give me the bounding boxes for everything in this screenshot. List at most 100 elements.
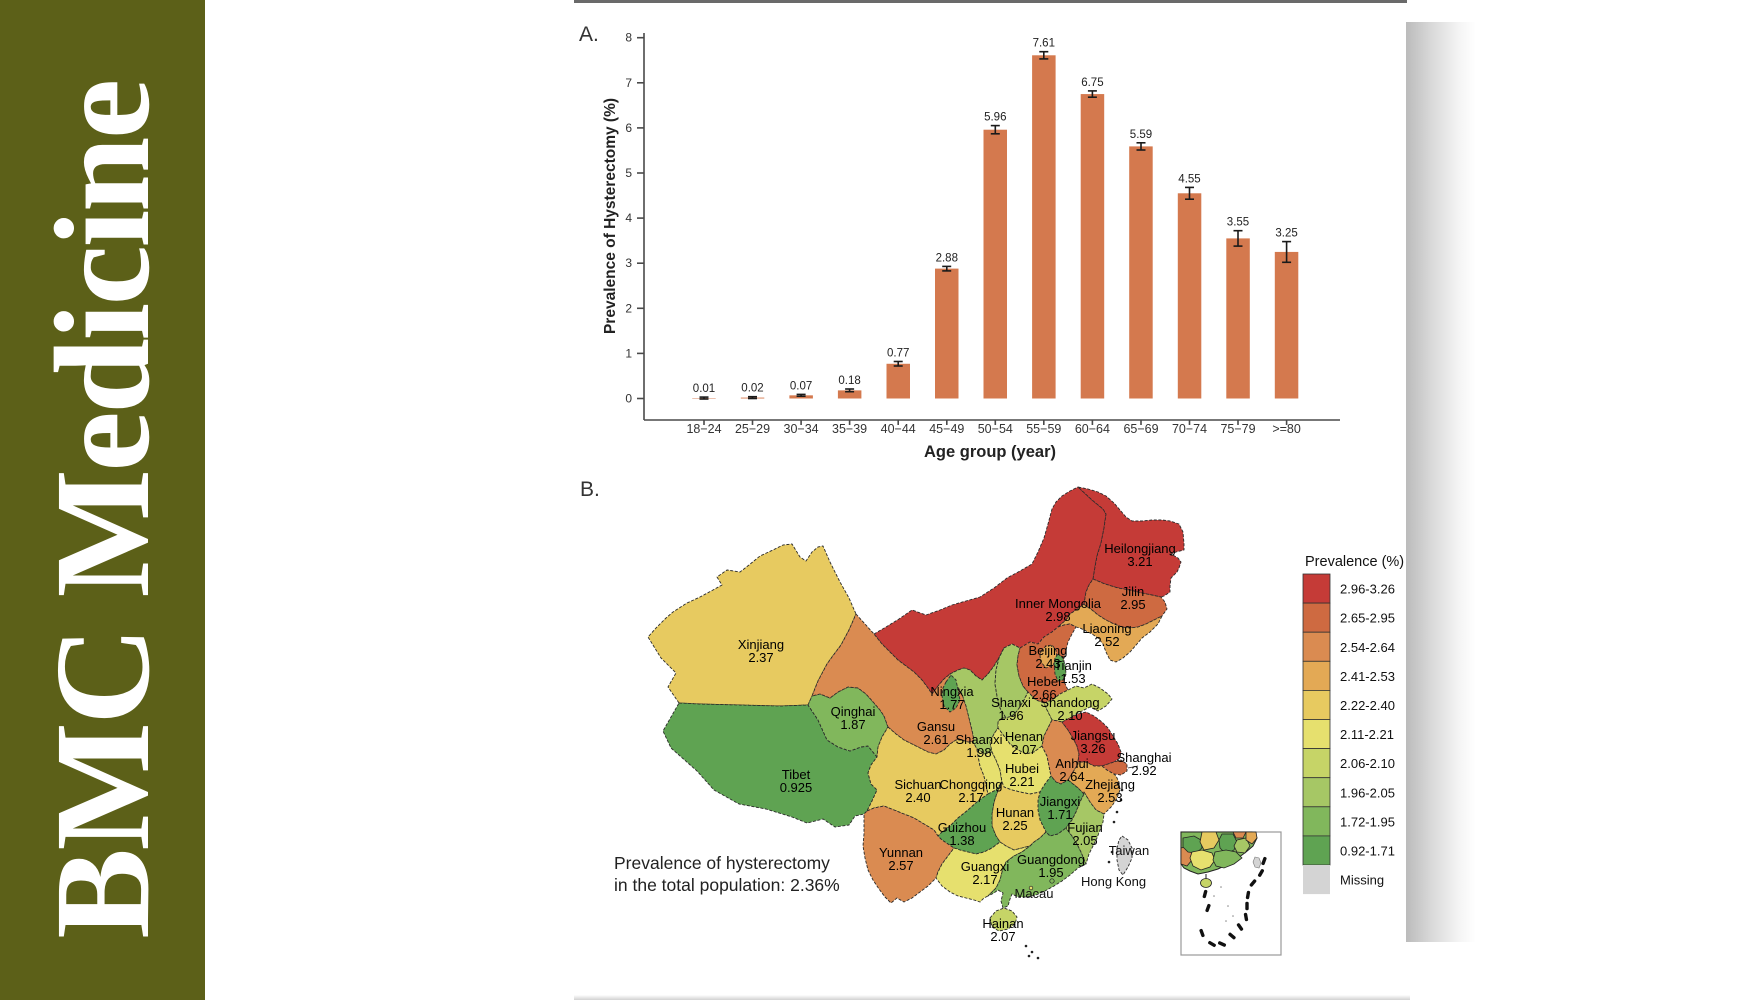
svg-text:1.53: 1.53 — [1060, 671, 1085, 686]
svg-text:2.95: 2.95 — [1120, 597, 1145, 612]
svg-text:Gansu: Gansu — [917, 719, 955, 734]
svg-text:Liaoning: Liaoning — [1082, 621, 1131, 636]
svg-text:B.: B. — [580, 478, 600, 501]
svg-text:4.55: 4.55 — [1178, 173, 1200, 185]
svg-text:6.75: 6.75 — [1081, 77, 1103, 89]
svg-text:Guangxi: Guangxi — [961, 859, 1010, 874]
svg-text:Prevalence of hysterectomy: Prevalence of hysterectomy — [614, 853, 830, 873]
svg-text:Prevalence of Hysterectomy (%): Prevalence of Hysterectomy (%) — [602, 98, 619, 334]
svg-text:in the total population: 2.36%: in the total population: 2.36% — [614, 875, 840, 895]
svg-text:Shanxi: Shanxi — [991, 695, 1031, 710]
svg-text:Xinjiang: Xinjiang — [738, 637, 784, 652]
svg-text:2.66: 2.66 — [1031, 687, 1056, 702]
svg-text:1.98: 1.98 — [966, 745, 991, 760]
svg-text:1.95: 1.95 — [1038, 865, 1063, 880]
svg-text:Jilin: Jilin — [1122, 584, 1144, 599]
svg-text:1.72-1.95: 1.72-1.95 — [1340, 814, 1395, 829]
svg-text:2.40: 2.40 — [905, 790, 930, 805]
svg-text:0.92-1.71: 0.92-1.71 — [1340, 844, 1395, 859]
svg-text:2.43: 2.43 — [1035, 656, 1060, 671]
svg-text:Taiwan: Taiwan — [1109, 843, 1149, 858]
svg-text:2.25: 2.25 — [1002, 818, 1027, 833]
svg-text:4: 4 — [625, 211, 632, 225]
svg-text:2.92: 2.92 — [1131, 763, 1156, 778]
svg-text:2.17: 2.17 — [958, 790, 983, 805]
svg-text:2.57: 2.57 — [888, 858, 913, 873]
svg-text:Hong Kong: Hong Kong — [1081, 874, 1146, 889]
svg-text:45−49: 45−49 — [929, 422, 964, 436]
svg-text:2.64: 2.64 — [1059, 769, 1084, 784]
svg-text:2.61: 2.61 — [923, 732, 948, 747]
svg-text:Macau: Macau — [1014, 886, 1053, 901]
svg-text:2: 2 — [625, 301, 632, 315]
svg-text:2.22-2.40: 2.22-2.40 — [1340, 698, 1395, 713]
svg-text:1.38: 1.38 — [949, 833, 974, 848]
svg-text:Hubei: Hubei — [1005, 761, 1039, 776]
svg-text:0.925: 0.925 — [780, 780, 813, 795]
svg-text:0: 0 — [625, 392, 632, 406]
svg-text:5: 5 — [625, 166, 632, 180]
svg-text:7.61: 7.61 — [1033, 38, 1055, 50]
svg-text:Zhejiang: Zhejiang — [1085, 777, 1135, 792]
svg-text:Jiangxi: Jiangxi — [1040, 794, 1081, 809]
svg-text:Shandong: Shandong — [1040, 695, 1099, 710]
svg-text:0.01: 0.01 — [693, 383, 715, 395]
svg-text:2.17: 2.17 — [972, 872, 997, 887]
svg-text:Hainan: Hainan — [982, 916, 1023, 931]
svg-text:7: 7 — [625, 76, 632, 90]
svg-text:0.18: 0.18 — [838, 375, 860, 387]
svg-text:8: 8 — [625, 31, 632, 45]
svg-text:Anhui: Anhui — [1055, 756, 1088, 771]
svg-text:Tibet: Tibet — [782, 767, 811, 782]
svg-text:2.88: 2.88 — [936, 252, 958, 264]
svg-text:2.11-2.21: 2.11-2.21 — [1340, 727, 1394, 742]
svg-text:3.25: 3.25 — [1275, 228, 1297, 240]
svg-text:2.52: 2.52 — [1094, 634, 1119, 649]
svg-text:2.98: 2.98 — [1045, 609, 1070, 624]
svg-text:3: 3 — [625, 256, 632, 270]
svg-text:5.59: 5.59 — [1130, 129, 1152, 141]
svg-text:0.07: 0.07 — [790, 380, 812, 392]
svg-text:2.41-2.53: 2.41-2.53 — [1340, 669, 1395, 684]
svg-text:55−59: 55−59 — [1026, 422, 1061, 436]
svg-text:0.77: 0.77 — [887, 348, 909, 360]
svg-text:2.06-2.10: 2.06-2.10 — [1340, 756, 1395, 771]
svg-text:75−79: 75−79 — [1220, 422, 1255, 436]
svg-text:25−29: 25−29 — [735, 422, 770, 436]
svg-text:Heilongjiang: Heilongjiang — [1104, 541, 1176, 556]
svg-text:A.: A. — [579, 23, 599, 46]
svg-text:Prevalence (%): Prevalence (%) — [1305, 554, 1404, 570]
svg-text:70−74: 70−74 — [1172, 422, 1207, 436]
svg-text:2.07: 2.07 — [1011, 742, 1036, 757]
svg-text:Beijing: Beijing — [1028, 643, 1067, 658]
svg-text:0.02: 0.02 — [741, 383, 763, 395]
svg-text:3.26: 3.26 — [1080, 741, 1105, 756]
svg-text:Ningxia: Ningxia — [930, 684, 974, 699]
svg-text:2.10: 2.10 — [1057, 708, 1082, 723]
svg-text:Inner Mongolia: Inner Mongolia — [1015, 596, 1102, 611]
svg-text:1.96: 1.96 — [998, 708, 1023, 723]
svg-text:2.37: 2.37 — [748, 650, 773, 665]
svg-text:30−34: 30−34 — [784, 422, 819, 436]
svg-text:65−69: 65−69 — [1123, 422, 1158, 436]
svg-text:1.71: 1.71 — [1047, 807, 1072, 822]
svg-text:2.07: 2.07 — [990, 929, 1015, 944]
svg-text:Hebei: Hebei — [1027, 674, 1061, 689]
svg-text:2.05: 2.05 — [1072, 833, 1097, 848]
svg-text:40−44: 40−44 — [881, 422, 916, 436]
svg-text:2.65-2.95: 2.65-2.95 — [1340, 611, 1395, 626]
svg-text:Jiangsu: Jiangsu — [1071, 728, 1116, 743]
svg-text:6: 6 — [625, 121, 632, 135]
svg-text:3.21: 3.21 — [1127, 554, 1152, 569]
svg-text:Chongqing: Chongqing — [940, 777, 1003, 792]
svg-text:3.55: 3.55 — [1227, 217, 1249, 229]
svg-text:50−54: 50−54 — [978, 422, 1013, 436]
svg-text:Tianjin: Tianjin — [1054, 658, 1092, 673]
svg-text:2.54-2.64: 2.54-2.64 — [1340, 640, 1395, 655]
svg-text:1.87: 1.87 — [840, 717, 865, 732]
svg-text:1.96-2.05: 1.96-2.05 — [1340, 785, 1395, 800]
svg-text:Qinghai: Qinghai — [831, 704, 876, 719]
svg-text:Shaanxi: Shaanxi — [956, 732, 1003, 747]
svg-text:Yunnan: Yunnan — [879, 845, 923, 860]
svg-text:1.77: 1.77 — [939, 697, 964, 712]
